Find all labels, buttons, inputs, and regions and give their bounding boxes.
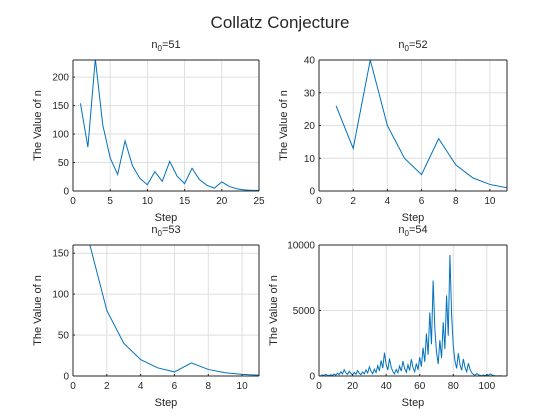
y-tick-label: 0 [63,372,69,383]
subplot-title: n0=53 [151,224,180,238]
x-tick-label: 4 [138,381,144,392]
x-tick-label: 5 [107,196,113,207]
subplot-title-base: n [398,224,404,236]
y-tick-label: 150 [52,249,69,260]
x-tick-label: 0 [316,381,322,392]
y-axis-label: The Value of n [268,275,280,346]
y-tick-label: 0 [63,187,69,198]
y-tick-label: 0 [309,372,315,383]
y-tick-label: 40 [304,56,316,67]
series-line [89,245,259,376]
x-tick-label: 2 [104,381,110,392]
x-axis-label: Step [155,212,178,224]
subplot-title-base: n [151,39,157,51]
x-tick-label: 2 [350,196,356,207]
subplot-title-base: n [398,39,404,51]
subplot-title-subscript: 0 [158,229,163,238]
x-tick-label: 0 [316,196,322,207]
series-line [320,255,507,376]
subplot-title-value: =51 [162,39,181,51]
y-tick-label: 50 [58,158,70,169]
y-axis-label: The Value of n [32,275,44,346]
subplot-title-subscript: 0 [405,44,410,53]
x-axis-label: Step [402,212,425,224]
x-tick-label: 80 [448,381,460,392]
x-tick-label: 60 [414,381,426,392]
x-tick-label: 10 [484,196,496,207]
y-tick-label: 10 [304,154,316,165]
subplot-title: n0=52 [398,39,427,53]
subplot-title-subscript: 0 [158,44,163,53]
subplot-4: 0 20 40 60 80 100 0 5000 10000 Step The Value of n… [268,224,508,409]
figure-title: Collatz Conjecture [211,13,350,32]
x-tick-label: 8 [205,381,211,392]
y-tick-label: 150 [52,101,69,112]
y-tick-label: 30 [304,88,316,99]
x-tick-label: 10 [237,381,249,392]
y-axis-label: The Value of n [278,90,290,161]
subplot-title: n0=51 [151,39,180,53]
y-tick-label: 0 [309,187,315,198]
subplot-title-value: =53 [162,224,181,236]
x-tick-label: 6 [419,196,425,207]
x-tick-label: 0 [70,381,76,392]
x-tick-label: 20 [216,196,228,207]
y-tick-label: 200 [52,73,69,84]
x-axis-label: Step [402,397,425,409]
y-tick-label: 5000 [293,306,316,317]
x-tick-label: 100 [479,381,496,392]
y-tick-label: 50 [58,331,70,342]
subplot-title-subscript: 0 [405,229,410,238]
x-tick-label: 6 [172,381,178,392]
subplot-title: n0=54 [398,224,427,238]
subplot-title-base: n [151,224,157,236]
y-axis-label: The Value of n [32,90,44,161]
x-tick-label: 0 [70,196,76,207]
x-tick-label: 20 [347,381,359,392]
series-line [335,60,507,189]
x-tick-label: 10 [142,196,154,207]
x-tick-label: 15 [179,196,191,207]
x-tick-label: 4 [385,196,391,207]
x-axis-label: Step [155,397,178,409]
x-tick-label: 8 [453,196,459,207]
y-tick-label: 100 [52,130,69,141]
x-tick-label: 40 [381,381,393,392]
subplot-title-value: =52 [409,39,428,51]
y-tick-label: 10000 [287,241,315,252]
series-line [79,60,259,191]
y-tick-label: 100 [52,290,69,301]
x-tick-label: 25 [253,196,265,207]
subplot-1: 0 5 10 15 20 25 0 50 100 150 200 Step The Value of n… [32,39,265,224]
subplot-title-value: =54 [409,224,428,236]
y-tick-label: 20 [304,121,316,132]
